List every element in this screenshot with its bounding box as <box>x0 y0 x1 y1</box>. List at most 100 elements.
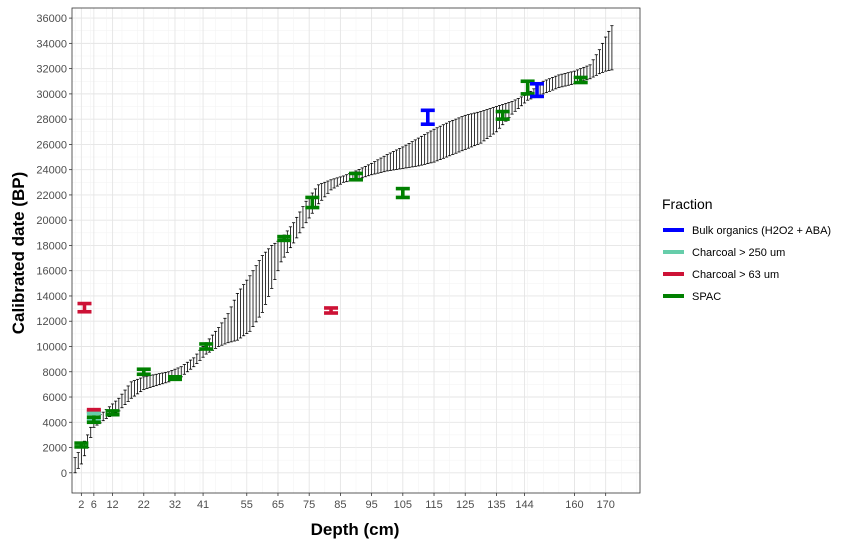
age-model-bar <box>185 361 190 373</box>
age-model-bar <box>148 375 152 388</box>
age-model-bar <box>460 116 464 152</box>
age-model-bar <box>551 77 555 91</box>
age-model-bar <box>479 111 483 144</box>
y-tick-label: 18000 <box>36 240 67 252</box>
age-model-bar <box>298 211 302 234</box>
sample-error-bars <box>74 75 588 449</box>
age-model-bar <box>610 25 614 71</box>
age-model-bar <box>398 148 402 170</box>
y-tick-label: 12000 <box>36 316 67 328</box>
age-model-bar <box>182 364 186 375</box>
age-model-bar <box>129 381 133 399</box>
age-model-bar <box>338 176 342 185</box>
age-model-bar <box>407 142 411 168</box>
legend-label: Bulk organics (H2O2 + ABA) <box>692 225 831 237</box>
x-axis-title: Depth (cm) <box>311 520 400 539</box>
age-model-bar <box>554 75 558 90</box>
sample-error-bar <box>105 409 120 417</box>
age-model-bar <box>195 353 199 364</box>
age-model-bar <box>454 118 458 154</box>
age-model-bar <box>245 279 249 334</box>
age-model-bar <box>366 164 371 177</box>
age-model-bar <box>145 375 149 389</box>
age-model-bar <box>485 109 489 139</box>
legend: Fraction Bulk organics (H2O2 + ABA) Charc… <box>662 196 831 303</box>
sample-error-bar <box>74 441 89 449</box>
sample-error-bar <box>520 79 535 96</box>
age-model-bar <box>588 64 592 80</box>
sample-error-bar <box>86 407 101 414</box>
y-tick-label: 32000 <box>36 64 67 76</box>
age-model-bar <box>254 265 258 323</box>
age-model-bar <box>388 152 392 171</box>
age-model-bar <box>301 206 305 229</box>
age-model-bar <box>394 149 399 170</box>
x-tick-label: 170 <box>596 499 614 511</box>
age-model-bar <box>522 95 527 104</box>
legend-label: Charcoal > 63 um <box>692 269 779 281</box>
age-model-bar <box>157 373 161 386</box>
age-model-bar <box>607 30 611 71</box>
plot-panel-border <box>71 7 641 494</box>
x-tick-label: 75 <box>303 499 315 511</box>
x-tick-label: 6 <box>91 499 97 511</box>
age-model-bar <box>466 114 470 149</box>
age-model-bar <box>79 447 83 465</box>
age-model-bar <box>132 380 137 397</box>
age-model-bar <box>142 376 146 390</box>
age-model-bar <box>363 165 367 178</box>
x-tick-label: 144 <box>515 499 533 511</box>
age-model-bar <box>164 371 168 384</box>
age-model-bar <box>217 327 221 347</box>
age-model-bar <box>457 117 461 153</box>
age-model-bar <box>429 130 433 164</box>
age-model-bar <box>448 121 452 157</box>
y-tick-label: 30000 <box>36 89 67 101</box>
y-tick-label: 16000 <box>36 266 67 278</box>
age-model-bar <box>73 457 77 474</box>
age-model-bar <box>320 183 324 201</box>
age-model-bar <box>432 128 436 163</box>
age-model-bar <box>438 125 442 160</box>
age-model-bar <box>295 216 299 239</box>
age-model-bar <box>89 426 93 438</box>
x-tick-label: 85 <box>334 499 346 511</box>
age-model-bar <box>382 155 386 173</box>
sample-error-bar <box>573 75 588 85</box>
age-model-bar <box>410 141 414 168</box>
age-model-bar <box>160 372 165 385</box>
age-model-bar <box>370 162 374 176</box>
y-tick-label: 34000 <box>36 38 67 50</box>
age-model-bar <box>326 180 330 194</box>
x-tick-label: 41 <box>197 499 209 511</box>
age-model-bar <box>563 73 567 87</box>
age-model-bar <box>117 397 121 412</box>
age-model-bar <box>270 245 274 289</box>
age-model-bar <box>557 74 561 88</box>
age-model-bar <box>510 101 514 115</box>
age-model-bar <box>482 110 486 142</box>
legend-entry: SPAC <box>663 291 721 303</box>
x-tick-label: 55 <box>241 499 253 511</box>
age-model-bar <box>516 98 520 109</box>
age-model-bar <box>101 411 105 422</box>
age-model-bar <box>594 54 598 76</box>
x-tick-label: 160 <box>565 499 583 511</box>
age-model-bar <box>120 393 124 409</box>
age-model-bar <box>519 96 524 107</box>
age-model-bar <box>232 299 236 342</box>
age-model-bar <box>604 36 608 72</box>
age-model-bar <box>291 222 296 244</box>
y-tick-label: 10000 <box>36 341 67 353</box>
age-model-bar <box>223 317 227 345</box>
age-model-bar <box>404 144 408 169</box>
age-model-bar <box>544 79 548 94</box>
age-model-bar <box>257 260 261 318</box>
age-model-bar <box>560 73 564 88</box>
age-model-bar <box>139 377 143 393</box>
age-model-bar <box>513 99 517 112</box>
age-model-bar <box>304 200 308 224</box>
y-tick-label: 36000 <box>36 13 67 25</box>
y-tick-label: 22000 <box>36 190 67 202</box>
age-model-bar <box>251 270 255 327</box>
